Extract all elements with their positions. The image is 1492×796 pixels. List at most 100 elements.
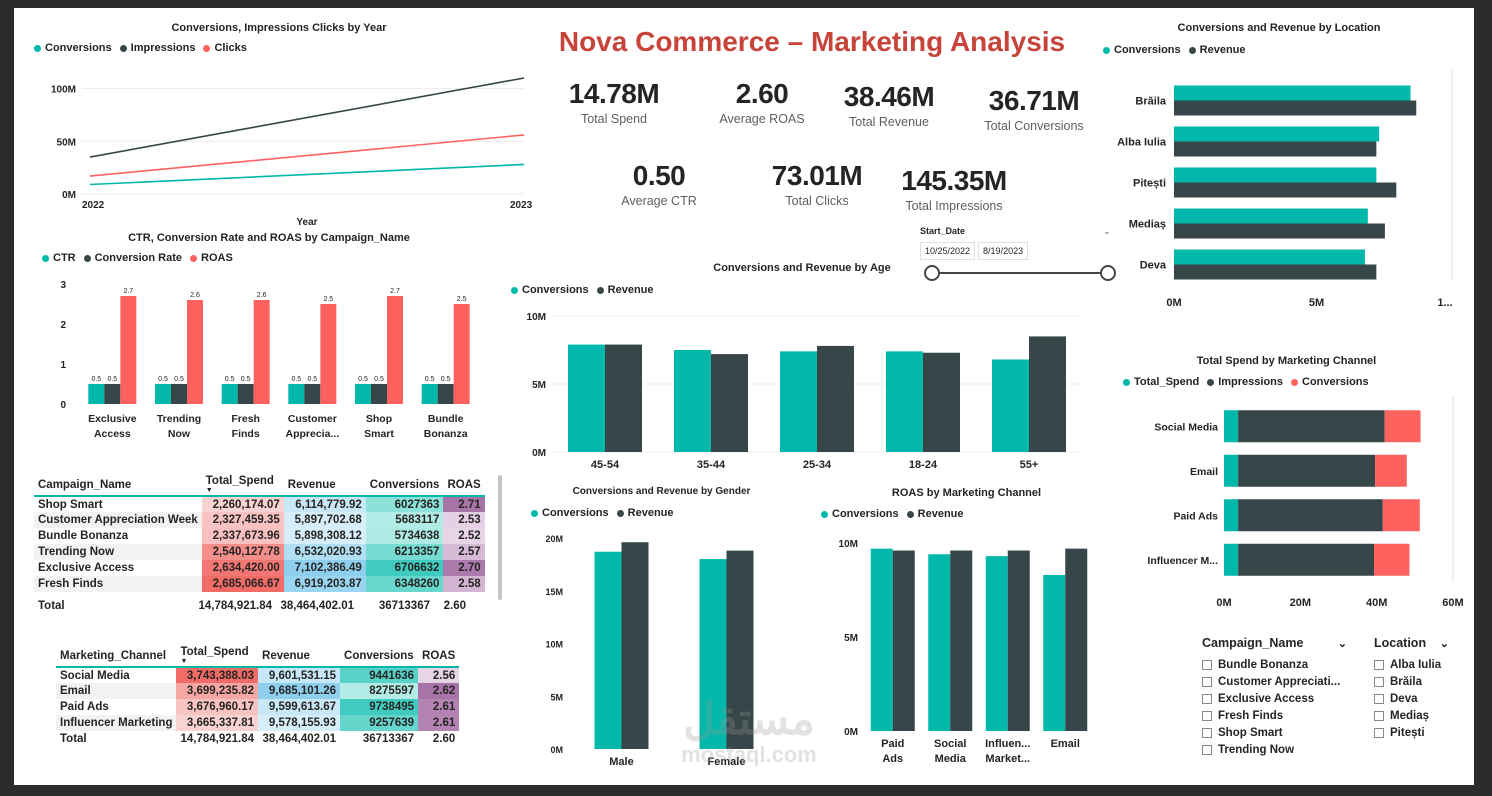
slicer-item[interactable]: Shop Smart: [1202, 724, 1347, 741]
checkbox[interactable]: [1374, 693, 1384, 704]
table-total-row: Total 14,784,921.84 38,464,402.01 36713367 2…: [34, 598, 470, 614]
chevron-down-icon[interactable]: ⌄: [1337, 637, 1347, 650]
column-header[interactable]: Campaign_Name: [34, 474, 202, 497]
slicer-item[interactable]: Deva: [1374, 690, 1449, 707]
table-cell: Customer Appreciation Week: [34, 512, 202, 528]
table-cell: Exclusive Access: [38, 562, 135, 574]
bar: [1065, 548, 1088, 731]
x-tick-label: Finds: [232, 428, 260, 440]
campaign-bar-chart: 0 1 2 3 0.5 0.5 2.7 Exclusive Access 0.5 0.5 2.6 Tre…: [60, 280, 470, 440]
table-cell: 9257639: [340, 715, 419, 731]
table-row[interactable]: Exclusive Access 2,634,420.00 7,102,386.49…: [34, 560, 485, 576]
kpi-label: Total Clicks: [785, 194, 849, 208]
legend-marker: [1188, 46, 1196, 54]
kpi-total-clicks: 73.01M Total Clicks: [757, 160, 877, 208]
bar-segment: [1224, 543, 1239, 576]
bar: [221, 384, 238, 404]
checkbox[interactable]: [1202, 710, 1212, 721]
slicer-item[interactable]: Pitești: [1374, 724, 1449, 741]
column-header[interactable]: Total_Spend ▼: [201, 474, 284, 497]
date-slider-track[interactable]: [938, 272, 1108, 274]
location-slicer[interactable]: Location ⌄ Alba Iulia Brăila Deva Mediaș Pite…: [1374, 636, 1449, 741]
checkbox[interactable]: [1374, 727, 1384, 738]
data-label: 2.6: [190, 292, 200, 299]
table-cell: 2.52: [443, 528, 485, 544]
date-slider-start-handle[interactable]: [924, 265, 940, 281]
legend-label: Conversion Rate: [94, 252, 183, 264]
legend-label: Impressions: [1218, 376, 1284, 388]
checkbox[interactable]: [1374, 710, 1384, 721]
column-header[interactable]: Total_Spend ▼: [176, 645, 259, 668]
y-tick-label: 50M: [57, 137, 76, 148]
location-bar-chart: Brăila Alba Iulia Pitești Mediaș Deva 0M 5M 1..…: [1117, 70, 1453, 308]
x-tick-label: Exclusive: [88, 413, 137, 425]
column-header[interactable]: ROAS: [418, 645, 460, 668]
checkbox[interactable]: [1202, 659, 1212, 670]
checkbox[interactable]: [1202, 693, 1212, 704]
table-row[interactable]: Fresh Finds 2,685,066.67 6,919,203.87 63482…: [34, 576, 485, 592]
date-slider-end-handle[interactable]: [1100, 265, 1116, 281]
chevron-down-icon[interactable]: ⌄: [1103, 226, 1111, 236]
table-cell: 6,919,203.87: [283, 576, 366, 592]
series-line-clicks: [89, 134, 525, 177]
kpi-label: Total Revenue: [849, 115, 929, 129]
checkbox[interactable]: [1202, 676, 1212, 687]
kpi-total-revenue: 38.46M Total Revenue: [829, 81, 949, 129]
x-tick-label: Email: [1051, 738, 1080, 750]
kpi-label: Total Conversions: [984, 119, 1084, 133]
end-date-input[interactable]: 8/19/2023: [978, 242, 1029, 260]
checkbox[interactable]: [1374, 676, 1384, 687]
column-header[interactable]: Revenue: [283, 474, 366, 497]
column-header[interactable]: Marketing_Channel: [56, 645, 177, 668]
data-label: 2.5: [457, 296, 467, 303]
table-row[interactable]: Paid Ads 3,676,960.17 9,599,613.67 9738495 2…: [56, 699, 460, 715]
bar: [187, 300, 203, 404]
table-row[interactable]: Influencer Marketing 3,665,337.81 9,578,15…: [56, 715, 460, 731]
checkbox[interactable]: [1374, 659, 1384, 670]
checkbox[interactable]: [1202, 727, 1212, 738]
legend-marker: [596, 286, 604, 294]
table-row[interactable]: Social Media 3,743,388.03 9,601,531.15 9441…: [56, 667, 460, 683]
gender-bar-chart-panel: Conversions and Revenue by Gender Conver…: [519, 483, 804, 778]
slicer-item[interactable]: Bundle Bonanza: [1202, 656, 1347, 673]
column-header[interactable]: Conversions: [365, 474, 444, 497]
slicer-item[interactable]: Customer Appreciati...: [1202, 673, 1347, 690]
table-cell: 6348260: [365, 576, 444, 592]
bar: [594, 551, 622, 749]
table-cell: Paid Ads: [60, 701, 109, 713]
table-row[interactable]: Shop Smart 2,260,174.07 6,114,779.92 602736…: [34, 496, 485, 512]
chevron-down-icon[interactable]: ⌄: [1439, 637, 1449, 650]
checkbox[interactable]: [1202, 744, 1212, 755]
table-cell: Email: [56, 683, 177, 699]
x-tick-label: Fresh: [231, 413, 260, 425]
table-row[interactable]: Email 3,699,235.82 9,685,101.26 8275597 2.62: [56, 683, 460, 699]
column-header[interactable]: Conversions: [340, 645, 419, 668]
bar-segment: [1375, 454, 1407, 487]
slicer-item[interactable]: Mediaș: [1374, 707, 1449, 724]
y-tick-label: 0: [60, 400, 66, 411]
column-header[interactable]: Revenue: [258, 645, 341, 668]
slicer-item[interactable]: Trending Now: [1202, 741, 1347, 758]
table-cell: 2,260,174.07: [201, 496, 284, 512]
table-scrollbar[interactable]: [498, 475, 502, 600]
gender-bar-chart: 0M 5M 10M 15M 20M Male Female: [545, 534, 754, 768]
campaign-bar-chart-panel: CTR, Conversion Rate and ROAS by Campaig…: [24, 228, 514, 448]
slicer-item[interactable]: Exclusive Access: [1202, 690, 1347, 707]
slicer-item[interactable]: Alba Iulia: [1374, 656, 1449, 673]
legend-marker: [83, 254, 91, 262]
date-range-slicer[interactable]: Start_Date 10/25/2022 8/19/2023 ⌄: [920, 226, 1120, 286]
bar-segment: [1238, 499, 1383, 532]
slicer-item[interactable]: Fresh Finds: [1202, 707, 1347, 724]
table-row[interactable]: Customer Appreciation Week 2,327,459.35 5,…: [34, 512, 485, 528]
y-tick-label: Influencer M...: [1147, 555, 1218, 567]
legend-marker: [511, 286, 518, 294]
table-row[interactable]: Trending Now 2,540,127.78 6,532,020.93 6213…: [34, 544, 485, 560]
start-date-input[interactable]: 10/25/2022: [920, 242, 976, 260]
table-row[interactable]: Bundle Bonanza 2,337,673.96 5,898,308.12 57…: [34, 528, 485, 544]
slicer-item[interactable]: Brăila: [1374, 673, 1449, 690]
column-header[interactable]: ROAS: [443, 474, 485, 497]
x-tick-label: Bundle: [428, 413, 464, 425]
y-tick-label: 20M: [545, 534, 563, 544]
bar: [155, 384, 171, 404]
campaign-slicer[interactable]: Campaign_Name ⌄ Bundle Bonanza Customer Ap…: [1202, 636, 1347, 758]
